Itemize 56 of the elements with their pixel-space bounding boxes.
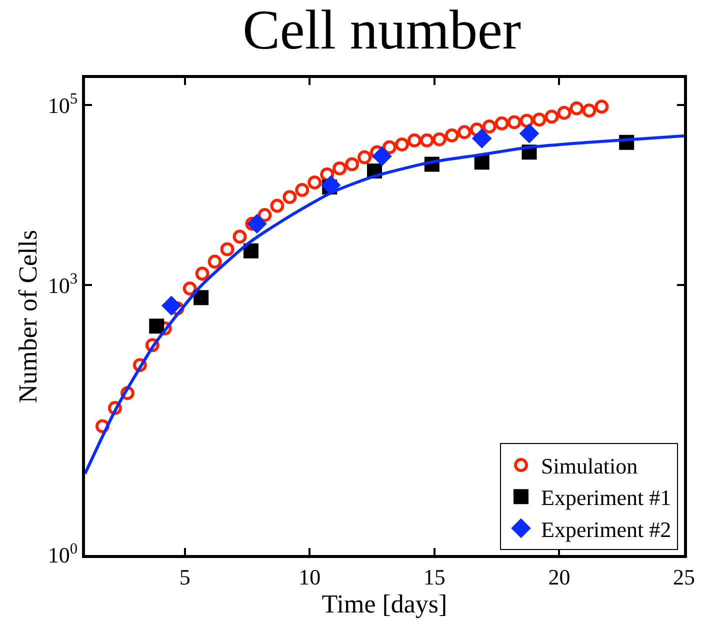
legend-label: Experiment #2 — [541, 516, 672, 542]
x-tick-label: 25 — [673, 564, 695, 590]
point — [394, 137, 409, 152]
y-tick-label: 10$^{0}$ — [48, 540, 78, 568]
point — [407, 133, 422, 148]
point — [470, 122, 484, 137]
x-tick-label: 5 — [179, 564, 190, 590]
point — [582, 104, 596, 118]
y-tick-label: 10$^{5}$ — [48, 90, 78, 118]
point — [295, 182, 310, 197]
point — [372, 146, 392, 166]
point — [270, 198, 284, 213]
point — [494, 116, 509, 130]
point — [220, 242, 234, 256]
y-tick-label: 10$^{3}$ — [48, 270, 78, 298]
point — [308, 175, 322, 190]
chart-title: Cell number — [242, 0, 522, 62]
point — [544, 110, 559, 124]
x-tick-label: 10 — [298, 564, 321, 590]
point — [194, 290, 209, 306]
point — [474, 154, 490, 170]
point — [208, 254, 222, 269]
point — [507, 115, 522, 130]
point — [322, 176, 340, 194]
point — [149, 318, 164, 334]
point — [420, 133, 434, 148]
line-series — [85, 134, 684, 476]
legend-label: Simulation — [541, 454, 638, 479]
x-axis-title: Time [days] — [322, 589, 448, 618]
point — [162, 296, 181, 315]
legend-label: Experiment #1 — [541, 485, 672, 510]
point — [594, 100, 609, 114]
point — [472, 129, 492, 148]
x-tick-label: 15 — [423, 564, 446, 590]
point — [258, 208, 272, 222]
point — [520, 114, 534, 128]
point — [570, 101, 584, 116]
point — [232, 230, 247, 244]
point — [243, 243, 258, 258]
point — [358, 150, 372, 164]
point — [444, 128, 459, 142]
point — [282, 190, 297, 204]
point — [457, 125, 472, 140]
point — [532, 112, 546, 127]
point — [320, 167, 334, 182]
point — [520, 124, 539, 143]
y-axis-title: Number of Cells — [13, 230, 42, 404]
point — [195, 266, 210, 281]
point — [432, 132, 446, 146]
point — [482, 120, 496, 134]
x-tick-label: 20 — [548, 564, 570, 590]
point — [332, 161, 347, 176]
point — [345, 157, 360, 172]
point — [248, 214, 266, 234]
point — [382, 140, 396, 154]
point — [557, 106, 572, 120]
